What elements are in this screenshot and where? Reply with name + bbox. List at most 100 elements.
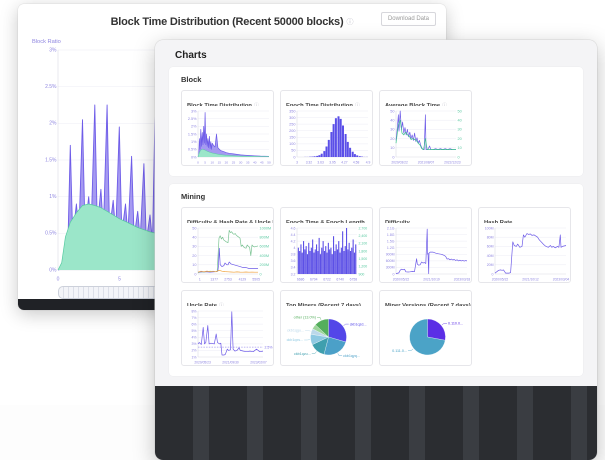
svg-text:ckb1qgu...: ckb1qgu... <box>287 329 304 333</box>
svg-text:0: 0 <box>57 277 60 283</box>
info-icon[interactable]: ⓘ <box>442 103 447 106</box>
svg-text:2753: 2753 <box>224 278 232 282</box>
svg-text:2023/02/07: 2023/02/07 <box>250 361 267 365</box>
svg-text:60M: 60M <box>487 245 494 249</box>
svg-text:50: 50 <box>267 161 271 165</box>
chart-card-header: Hash Rate <box>479 208 570 223</box>
chart-title: Epoch Time & Epoch Length <box>286 220 365 223</box>
svg-text:20: 20 <box>458 137 462 141</box>
svg-text:3%: 3% <box>49 47 57 53</box>
svg-text:1%: 1% <box>191 355 196 359</box>
svg-text:40M: 40M <box>487 254 494 258</box>
svg-text:5505: 5505 <box>252 278 260 282</box>
svg-text:ckb1qzd...: ckb1qzd... <box>350 322 367 326</box>
chart-title: Miner Versions (Recent 7 days) <box>385 303 471 306</box>
svg-text:50: 50 <box>390 109 394 113</box>
chart-plot-miner-versions[interactable]: 0.110.0...0.111.0... <box>382 307 469 366</box>
svg-text:8%: 8% <box>191 309 196 313</box>
download-data-button[interactable]: Download Data <box>381 12 436 26</box>
chart-title: Average Block Time <box>385 103 440 106</box>
svg-text:100: 100 <box>289 142 295 146</box>
svg-text:3.4: 3.4 <box>291 266 296 270</box>
svg-text:4.2: 4.2 <box>291 239 296 243</box>
svg-text:2,400: 2,400 <box>359 234 368 238</box>
svg-text:3.32: 3.32 <box>306 161 313 165</box>
section-block-title: Block <box>181 75 571 84</box>
chart-plot-top-miners[interactable]: ckb1qzd...ckb1qyq...ckb1qzu...ckb1qxs...… <box>283 307 370 366</box>
svg-text:1.2G: 1.2G <box>387 246 395 250</box>
svg-text:1%: 1% <box>191 140 197 144</box>
svg-text:1.5%: 1.5% <box>188 132 197 136</box>
svg-text:ckb1qyq...: ckb1qyq... <box>343 354 360 358</box>
info-icon[interactable]: ⓘ <box>254 103 259 106</box>
svg-text:20: 20 <box>192 254 196 258</box>
svg-text:4129: 4129 <box>239 278 247 282</box>
svg-text:35: 35 <box>246 161 250 165</box>
chart-card-header: Epoch Time & Epoch Length <box>281 208 372 223</box>
svg-text:4.58: 4.58 <box>353 161 360 165</box>
svg-text:2%: 2% <box>191 349 196 353</box>
svg-text:ckb1qxs...: ckb1qxs... <box>287 338 304 342</box>
svg-text:200: 200 <box>289 129 295 133</box>
svg-text:250: 250 <box>289 122 295 126</box>
svg-text:900: 900 <box>359 272 365 276</box>
svg-text:10: 10 <box>390 146 394 150</box>
chart-title: Epoch Time Distribution <box>286 103 353 106</box>
svg-text:100M: 100M <box>485 226 494 230</box>
chart-card-header: Top Miners (Recent 7 days) <box>281 291 372 306</box>
info-icon[interactable]: ⓘ <box>355 103 360 106</box>
svg-text:25: 25 <box>232 161 236 165</box>
svg-text:3: 3 <box>296 161 298 165</box>
svg-text:300: 300 <box>289 116 295 120</box>
svg-text:3%: 3% <box>191 342 196 346</box>
svg-text:1.8G: 1.8G <box>387 233 395 237</box>
svg-text:Block Ratio: Block Ratio <box>32 39 61 45</box>
chart-card-miner-versions[interactable]: Miner Versions (Recent 7 days)0.110.0...… <box>379 290 472 366</box>
info-icon[interactable]: ⓘ <box>219 303 224 306</box>
section-mining-title: Mining <box>181 192 571 201</box>
svg-text:900M: 900M <box>386 253 395 257</box>
svg-text:6740: 6740 <box>336 278 344 282</box>
chart-card-difficulty-hash-rate-uncle-rate[interactable]: Difficulty & Hash Rate & Uncle Rate01020… <box>181 207 274 283</box>
svg-text:2021/09/30: 2021/09/30 <box>222 361 239 365</box>
svg-text:30: 30 <box>239 161 243 165</box>
svg-text:50: 50 <box>192 226 196 230</box>
svg-text:30: 30 <box>390 128 394 132</box>
svg-text:2.5%: 2.5% <box>45 84 57 90</box>
chart-title: Difficulty & Hash Rate & Uncle Rate <box>187 220 273 223</box>
svg-text:800M: 800M <box>260 236 270 240</box>
svg-text:3%: 3% <box>191 109 197 113</box>
svg-text:80M: 80M <box>487 236 494 240</box>
chart-title: Top Miners (Recent 7 days) <box>286 303 361 306</box>
chart-card-header: Difficulty & Hash Rate & Uncle Rate <box>182 208 273 223</box>
svg-text:2.5%: 2.5% <box>265 345 273 349</box>
svg-text:0%: 0% <box>49 267 57 273</box>
info-icon[interactable]: ⓘ <box>346 19 353 26</box>
svg-text:3.63: 3.63 <box>317 161 324 165</box>
svg-text:0: 0 <box>492 272 494 276</box>
svg-text:4.27: 4.27 <box>341 161 348 165</box>
svg-text:600M: 600M <box>386 259 395 263</box>
chart-card-top-miners[interactable]: Top Miners (Recent 7 days) ckb1qzd... ckb1… <box>280 290 373 366</box>
svg-text:2.5%: 2.5% <box>188 117 197 121</box>
svg-text:6722: 6722 <box>323 278 331 282</box>
